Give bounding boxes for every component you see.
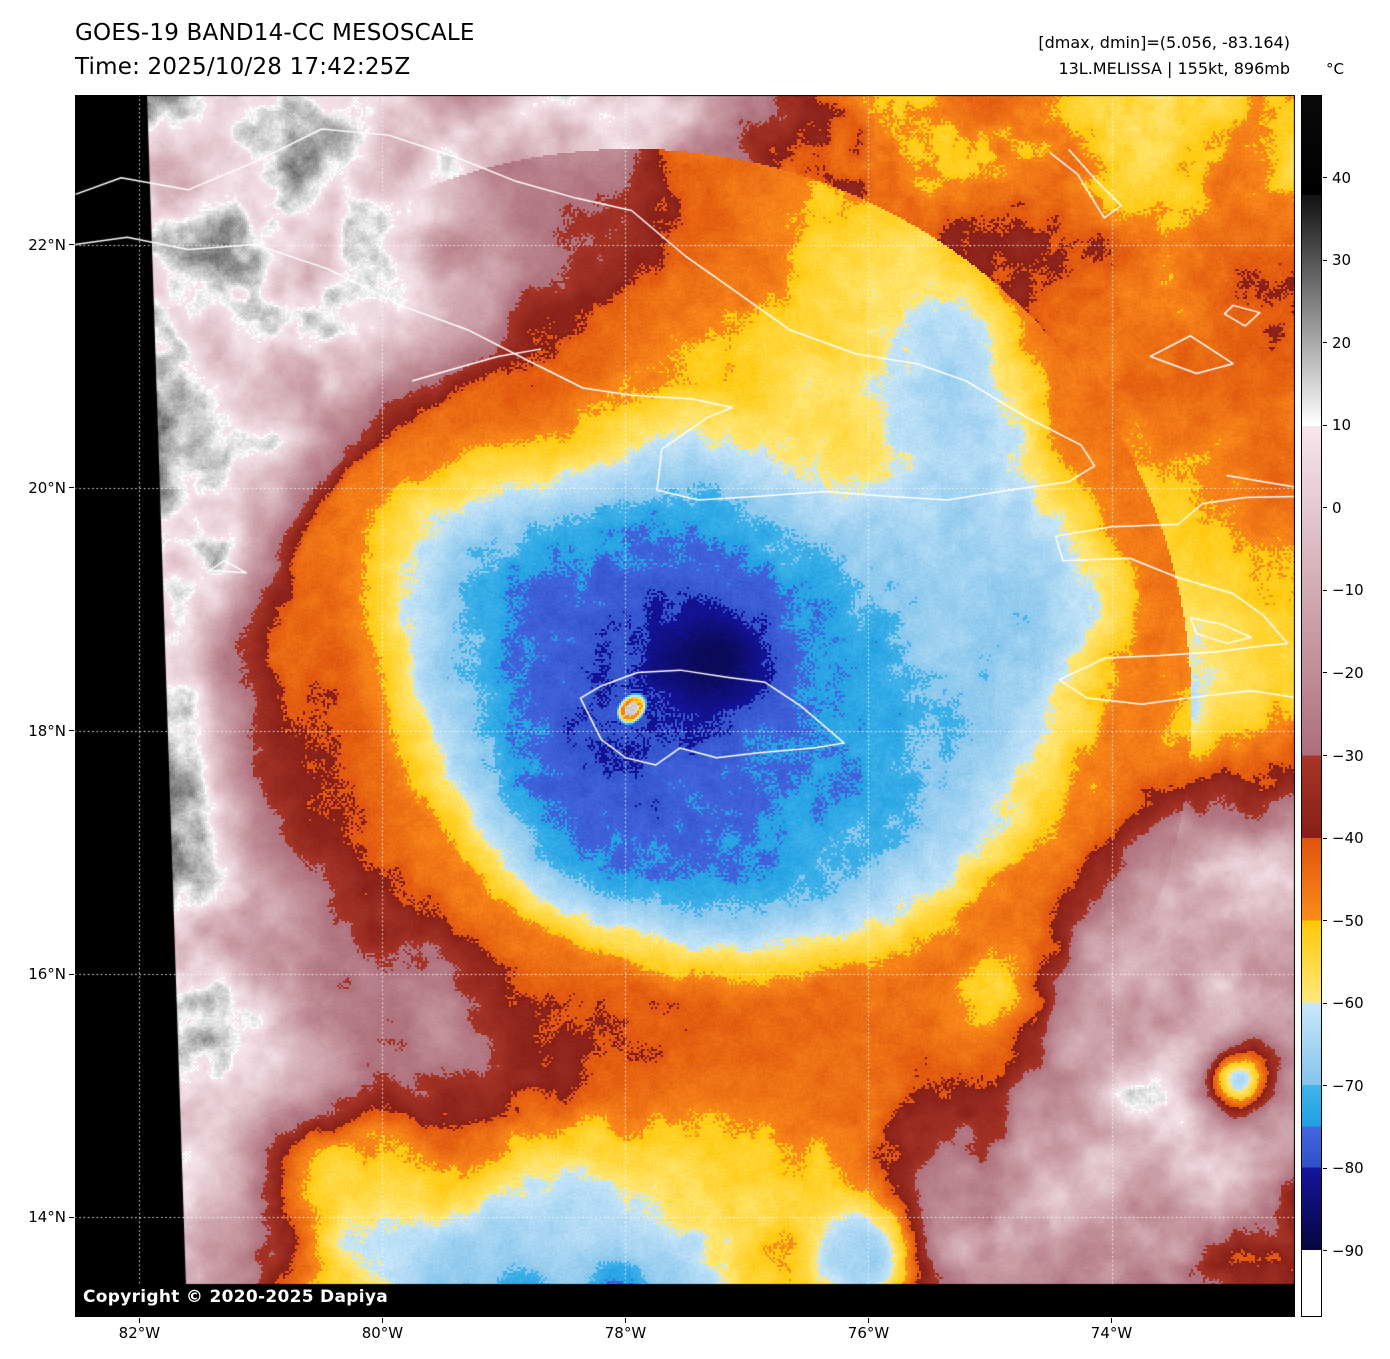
lon-tick-mark (624, 1318, 626, 1323)
colorbar-tick-mark (1323, 672, 1327, 674)
colorbar-tick-mark (1323, 424, 1327, 426)
colorbar-tick-mark (1323, 1085, 1327, 1087)
lat-tick-mark (69, 244, 74, 246)
lat-tick-mark (69, 973, 74, 975)
readout-block: [dmax, dmin]=(5.056, -83.164) 13L.MELISS… (1038, 30, 1290, 82)
colorbar-tick-mark (1323, 755, 1327, 757)
colorbar-tick-mark (1323, 177, 1327, 179)
colorbar-tick-mark (1323, 1167, 1327, 1169)
colorbar-tick-label: −40 (1332, 829, 1364, 848)
colorbar-tick-label: −80 (1332, 1159, 1364, 1178)
colorbar-tick-mark (1323, 1250, 1327, 1252)
colorbar-tick-label: −20 (1332, 663, 1364, 682)
lat-tick-mark (69, 1216, 74, 1218)
colorbar-tick-label: −60 (1332, 994, 1364, 1013)
lon-tick-mark (381, 1318, 383, 1323)
colorbar-tick-label: −30 (1332, 746, 1364, 765)
storm-status-readout: 13L.MELISSA | 155kt, 896mb (1058, 59, 1290, 78)
lat-axis-label: 22°N (28, 235, 66, 254)
lat-axis-label: 14°N (28, 1208, 66, 1227)
colorbar-tick-label: 40 (1332, 168, 1352, 187)
lon-axis-label: 82°W (118, 1324, 161, 1342)
lon-axis-label: 78°W (604, 1324, 647, 1342)
copyright-label: Copyright © 2020-2025 Dapiya (83, 1287, 388, 1307)
lon-tick-mark (138, 1318, 140, 1323)
colorbar-tick-label: 10 (1332, 416, 1352, 435)
lat-axis-label: 16°N (28, 965, 66, 984)
colorbar-tick-mark (1323, 1002, 1327, 1004)
colorbar-tick-label: 30 (1332, 251, 1352, 270)
lat-tick-mark (69, 487, 74, 489)
colorbar-tick-mark (1323, 589, 1327, 591)
lon-tick-mark (867, 1318, 869, 1323)
lon-tick-mark (1111, 1318, 1112, 1323)
colorbar-tick-label: 0 (1332, 498, 1342, 517)
colorbar-unit-label: °C (1326, 60, 1344, 78)
colorbar-tick-mark (1323, 507, 1327, 509)
timestamp-label: Time: 2025/10/28 17:42:25Z (75, 54, 411, 80)
product-title: GOES-19 BAND14-CC MESOSCALE (75, 20, 475, 46)
satellite-map: Copyright © 2020-2025 Dapiya (75, 95, 1295, 1317)
colorbar-tick-mark (1323, 342, 1327, 344)
lon-axis-label: 80°W (361, 1324, 404, 1342)
colorbar-tick-mark (1323, 259, 1327, 261)
colorbar-tick-label: −10 (1332, 581, 1364, 600)
lat-axis-label: 18°N (28, 721, 66, 740)
colorbar-tick-label: −50 (1332, 911, 1364, 930)
colorbar-tick-mark (1323, 837, 1327, 839)
colorbar-tick-label: −70 (1332, 1076, 1364, 1095)
lon-axis-label: 74°W (1090, 1324, 1133, 1342)
colorbar-tick-label: 20 (1332, 333, 1352, 352)
map-overlay-canvas (75, 95, 1295, 1317)
colorbar (1301, 95, 1322, 1317)
colorbar-tick-mark (1323, 920, 1327, 922)
lon-axis-label: 76°W (847, 1324, 890, 1342)
dmax-dmin-readout: [dmax, dmin]=(5.056, -83.164) (1038, 33, 1290, 52)
colorbar-tick-label: −90 (1332, 1241, 1364, 1260)
lat-axis-label: 20°N (28, 478, 66, 497)
lat-tick-mark (69, 730, 74, 732)
